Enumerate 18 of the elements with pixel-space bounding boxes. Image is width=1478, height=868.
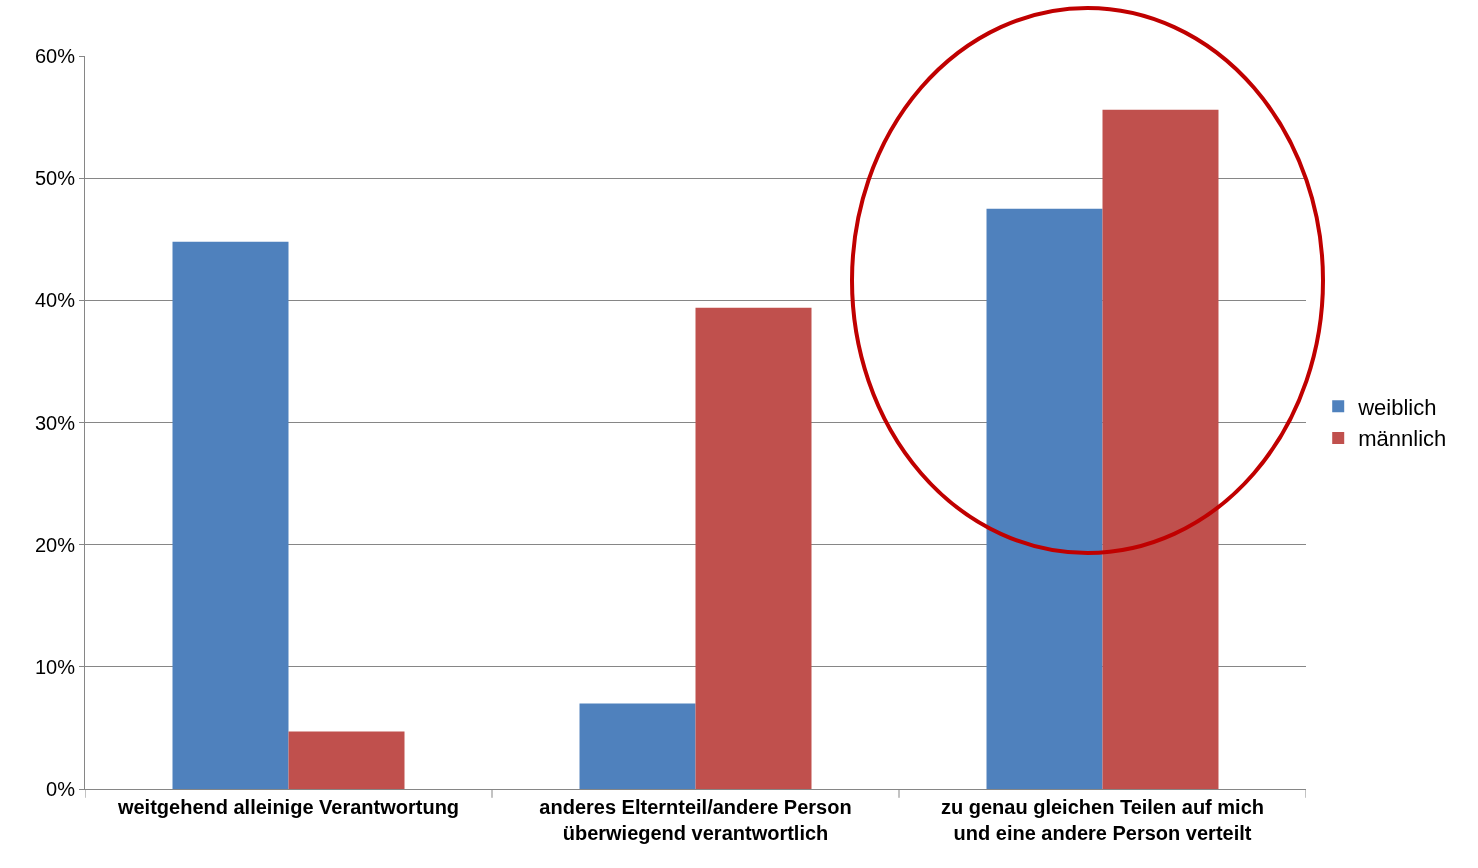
y-tick-label: 60% [34, 45, 76, 67]
y-tick-label: 10% [34, 655, 76, 678]
x-tick-label: zu genau gleichen Teilen auf mich und eine andere Person verteilt [940, 796, 1265, 844]
y-tick-label: 50% [34, 167, 76, 190]
x-tick-label: weitgehend alleinige Verantwortung [116, 796, 460, 818]
bar [579, 703, 696, 789]
bar [986, 208, 1103, 789]
y-tick-label: 20% [34, 533, 76, 556]
y-tick-label: 30% [34, 411, 76, 434]
y-tick-label: 40% [34, 289, 76, 312]
legend-label: männlich [1358, 426, 1447, 452]
bar [172, 241, 289, 789]
bar [1102, 109, 1219, 789]
bar [695, 307, 812, 789]
x-tick-label: anderes Elternteil/andere Person überwiegend verantwortlich [539, 796, 852, 844]
legend-label: weiblich [1357, 394, 1437, 420]
bar [288, 731, 405, 789]
y-tick-label: 0% [46, 778, 76, 800]
